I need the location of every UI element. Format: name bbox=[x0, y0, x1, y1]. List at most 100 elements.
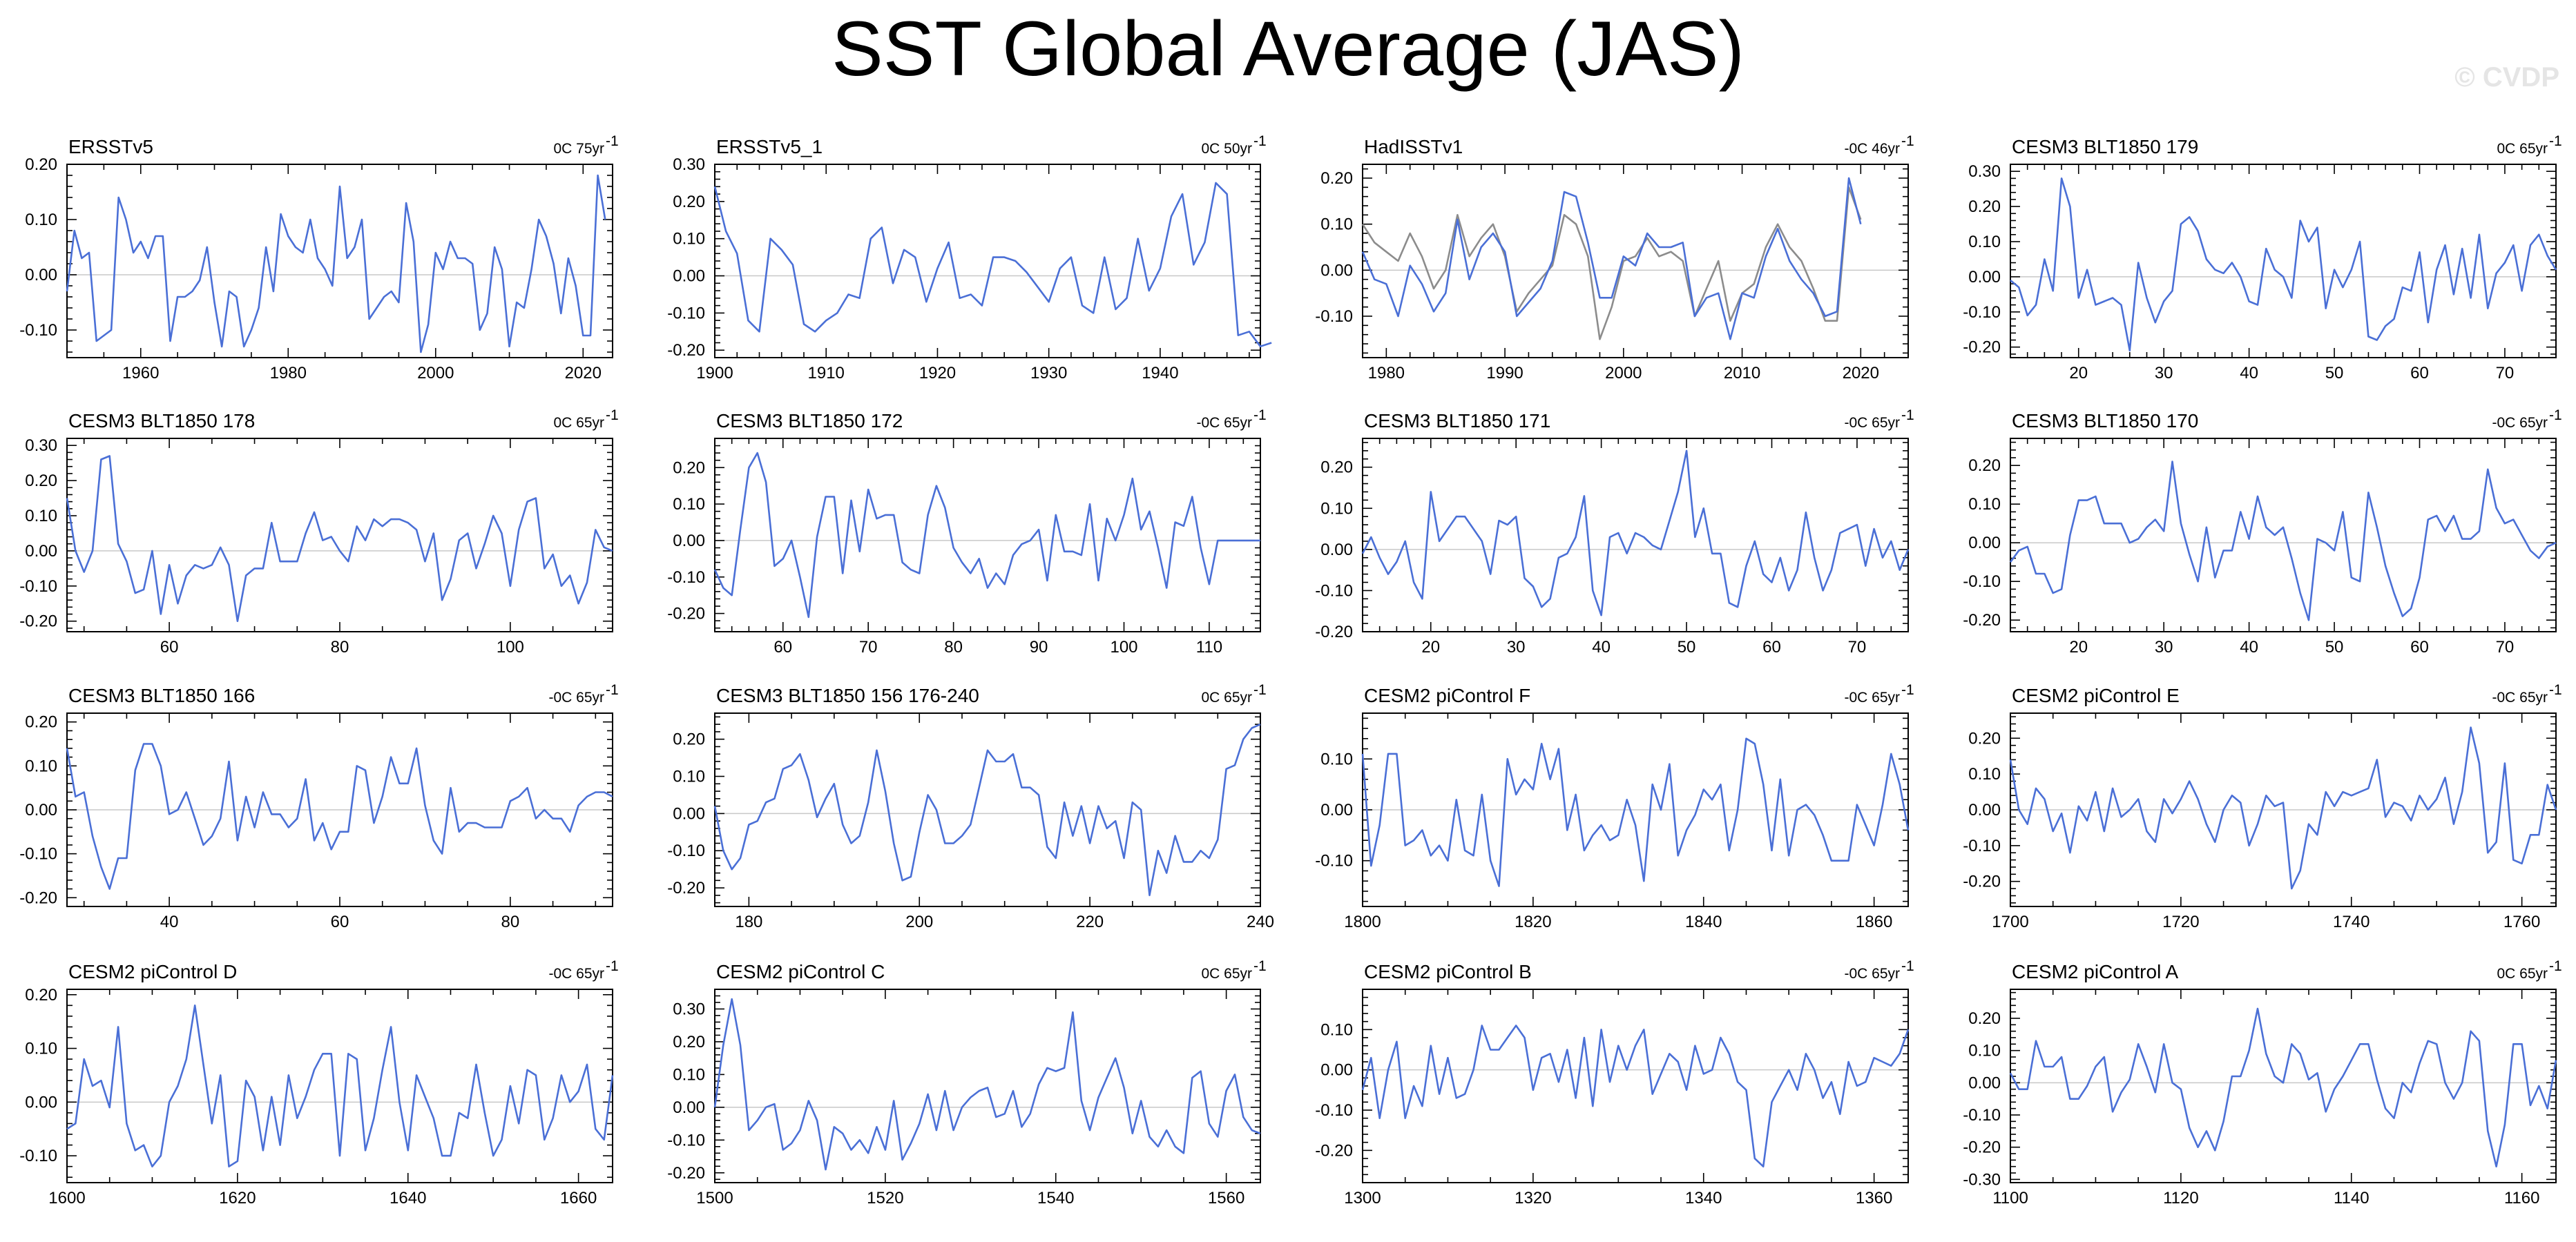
y-tick-label: 0.20 bbox=[25, 713, 57, 732]
y-tick-label: 0.20 bbox=[1320, 169, 1353, 188]
y-tick-label: 0.00 bbox=[1320, 1061, 1353, 1080]
trend-unit-superscript: -1 bbox=[1253, 958, 1267, 974]
y-tick-label: 0.10 bbox=[25, 757, 57, 775]
trend-label: -0C 46yr bbox=[1844, 141, 1900, 157]
trend-unit-superscript: -1 bbox=[1901, 133, 1914, 149]
y-tick-label: 0.10 bbox=[1968, 765, 2001, 784]
y-tick-label: -0.20 bbox=[667, 605, 705, 623]
series-line-primary bbox=[2009, 460, 2557, 621]
series-line-primary bbox=[713, 452, 1260, 619]
series-line-primary bbox=[713, 724, 1261, 897]
y-tick-label: -0.20 bbox=[1963, 338, 2001, 357]
y-tick-label: 0.00 bbox=[25, 542, 57, 561]
y-tick-label: -0.20 bbox=[667, 879, 705, 897]
trend-unit-superscript: -1 bbox=[1253, 133, 1267, 149]
x-tick-label: 30 bbox=[1507, 638, 1526, 657]
x-tick-label: 1640 bbox=[390, 1189, 426, 1207]
x-tick-label: 70 bbox=[859, 638, 878, 657]
y-tick-label: -0.10 bbox=[19, 845, 57, 864]
x-tick-label: 1720 bbox=[2162, 913, 2199, 931]
y-tick-label: -0.20 bbox=[1315, 623, 1353, 641]
x-tick-label: 30 bbox=[2155, 364, 2173, 382]
plot-frame bbox=[2010, 989, 2557, 1183]
y-tick-label: -0.10 bbox=[1963, 837, 2001, 855]
panel-title: CESM3 BLT1850 172 bbox=[716, 410, 903, 431]
y-tick-label: 0.00 bbox=[25, 801, 57, 819]
x-tick-label: 50 bbox=[2325, 364, 2344, 382]
y-tick-label: 0.10 bbox=[25, 211, 57, 229]
x-tick-label: 60 bbox=[2410, 638, 2429, 657]
x-tick-label: 1840 bbox=[1685, 913, 1722, 931]
x-tick-label: 1360 bbox=[1856, 1189, 1892, 1207]
panel-1: ERSSTv5 0C 75yr -1 1960 1980 2000 2020 -0.10 0.0… bbox=[19, 133, 618, 382]
x-tick-label: 80 bbox=[944, 638, 963, 657]
y-tick-label: 0.00 bbox=[1968, 534, 2001, 552]
trend-unit-superscript: -1 bbox=[1901, 682, 1914, 698]
trend-label: -0C 65yr bbox=[1196, 415, 1252, 431]
trend-label: 0C 65yr bbox=[1201, 966, 1252, 982]
y-tick-label: 0.00 bbox=[25, 266, 57, 284]
x-tick-label: 1860 bbox=[1856, 913, 1892, 931]
x-tick-label: 2020 bbox=[565, 364, 602, 382]
y-tick-label: 0.10 bbox=[1320, 750, 1353, 768]
y-tick-label: -0.20 bbox=[1963, 1138, 2001, 1157]
trend-unit-superscript: -1 bbox=[1901, 407, 1914, 423]
x-tick-label: 20 bbox=[1421, 638, 1440, 657]
panel-title: CESM2 piControl C bbox=[716, 961, 885, 982]
y-tick-label: 0.20 bbox=[1968, 197, 2001, 216]
series-line-primary bbox=[66, 743, 613, 890]
y-tick-label: -0.20 bbox=[667, 341, 705, 360]
y-tick-label: 0.00 bbox=[1320, 801, 1353, 819]
x-tick-label: 1340 bbox=[1685, 1189, 1722, 1207]
y-tick-label: -0.20 bbox=[667, 1164, 705, 1183]
y-tick-label: 0.20 bbox=[673, 193, 705, 211]
panel-11: CESM2 piControl F -0C 65yr -1 1800 1820 1840 1… bbox=[1315, 682, 1914, 931]
panel-13: CESM2 piControl D -0C 65yr -1 1600 1620 1640 1… bbox=[19, 958, 618, 1207]
panel-3: HadISSTv1 -0C 46yr -1 1980 1990 2000 2010 2020 -… bbox=[1315, 133, 1914, 382]
trend-unit-superscript: -1 bbox=[606, 682, 619, 698]
x-tick-label: 1660 bbox=[560, 1189, 597, 1207]
x-tick-label: 1620 bbox=[219, 1189, 256, 1207]
x-tick-label: 1990 bbox=[1486, 364, 1523, 382]
x-tick-label: 1100 bbox=[1992, 1189, 2028, 1207]
x-tick-label: 40 bbox=[160, 913, 179, 931]
panel-title: CESM3 BLT1850 166 bbox=[68, 685, 255, 706]
plot-frame bbox=[66, 989, 613, 1183]
y-tick-label: 0.20 bbox=[1968, 729, 2001, 748]
trend-unit-superscript: -1 bbox=[2549, 682, 2562, 698]
x-tick-label: 1600 bbox=[48, 1189, 85, 1207]
x-tick-label: 2010 bbox=[1724, 364, 1760, 382]
series-line-primary bbox=[66, 174, 606, 353]
plot-frame bbox=[66, 438, 613, 632]
y-tick-label: -0.10 bbox=[667, 568, 705, 587]
y-tick-label: -0.10 bbox=[1963, 303, 2001, 322]
x-tick-label: 60 bbox=[2410, 364, 2429, 382]
x-tick-label: 70 bbox=[2496, 364, 2515, 382]
x-tick-label: 1520 bbox=[867, 1189, 903, 1207]
series-line-primary bbox=[1361, 449, 1910, 617]
x-tick-label: 1930 bbox=[1030, 364, 1067, 382]
x-tick-label: 80 bbox=[331, 638, 349, 657]
panel-9: CESM3 BLT1850 166 -0C 65yr -1 40 60 80 -0.20 -0… bbox=[19, 682, 618, 931]
y-tick-label: 0.00 bbox=[1968, 268, 2001, 287]
trend-label: 0C 65yr bbox=[2497, 141, 2548, 157]
x-tick-label: 2000 bbox=[1605, 364, 1642, 382]
x-tick-label: 60 bbox=[1762, 638, 1781, 657]
trend-label: -0C 65yr bbox=[2492, 415, 2548, 431]
x-tick-label: 60 bbox=[331, 913, 349, 931]
x-tick-label: 220 bbox=[1076, 913, 1104, 931]
panel-16: CESM2 piControl A 0C 65yr -1 1100 1120 1140 11… bbox=[1963, 958, 2561, 1207]
y-tick-label: -0.10 bbox=[1315, 1101, 1353, 1120]
trend-unit-superscript: -1 bbox=[1253, 682, 1267, 698]
y-tick-label: 0.00 bbox=[1968, 801, 2001, 819]
panel-2: ERSSTv5_1 0C 50yr -1 1900 1910 1920 1930 1940 -0… bbox=[667, 133, 1272, 382]
y-tick-label: 0.00 bbox=[673, 804, 705, 823]
y-tick-label: 0.30 bbox=[673, 155, 705, 174]
trend-unit-superscript: -1 bbox=[606, 133, 619, 149]
y-tick-label: 0.20 bbox=[1320, 458, 1353, 477]
trend-unit-superscript: -1 bbox=[2549, 407, 2562, 423]
y-tick-label: -0.10 bbox=[667, 304, 705, 322]
y-tick-label: 0.20 bbox=[25, 472, 57, 490]
x-tick-label: 1900 bbox=[696, 364, 733, 382]
